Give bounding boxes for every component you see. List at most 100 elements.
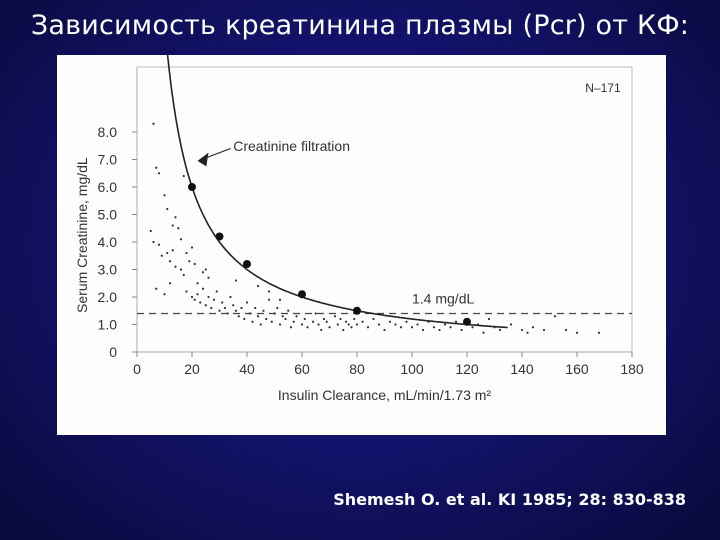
y-tick-label: 5.0 xyxy=(98,207,118,223)
scatter-point xyxy=(166,207,169,211)
scatter-point xyxy=(320,328,323,332)
curve-point xyxy=(215,232,224,241)
curve-point xyxy=(243,260,251,268)
scatter-point xyxy=(207,276,210,279)
threshold-label: 1.4 mg/dL xyxy=(412,291,474,307)
scatter-point xyxy=(163,293,166,296)
scatter-point xyxy=(336,323,339,326)
scatter-point xyxy=(289,326,293,329)
creatinine-chart: 0 20 40 60 80 100 120 140 160 180 0 1.0 2.0 3.0 4.0 5.0… xyxy=(74,55,644,403)
scatter-point xyxy=(347,323,350,326)
scatter-point xyxy=(432,326,436,329)
chart-labels: Insulin Clearance, mL/min/1.73 m² Serum C… xyxy=(74,81,621,403)
scatter-point xyxy=(394,323,397,326)
curve-point xyxy=(188,183,196,191)
scatter-point xyxy=(190,295,194,299)
y-tick-label: 6.0 xyxy=(98,179,118,195)
scatter-point xyxy=(188,260,191,263)
scatter-point xyxy=(185,251,188,255)
scatter-point xyxy=(207,295,210,299)
scatter-point xyxy=(339,317,342,321)
scatter-point xyxy=(243,317,246,321)
scatter-point xyxy=(226,312,229,315)
scatter-point xyxy=(388,320,392,323)
x-tick-label: 60 xyxy=(294,361,310,377)
scatter-point xyxy=(443,323,447,326)
scatter-point xyxy=(166,251,169,255)
scatter-point xyxy=(221,301,224,304)
y-tick-label: 0 xyxy=(109,344,117,360)
scatter-point xyxy=(210,306,213,310)
scatter-point xyxy=(287,309,290,312)
scatter-point xyxy=(344,320,348,323)
scatter-point xyxy=(190,246,194,249)
scatter-point xyxy=(267,290,271,293)
x-tick-label: 140 xyxy=(510,361,534,377)
scatter-point xyxy=(256,284,260,288)
scatter-point xyxy=(471,326,474,329)
scatter-point xyxy=(300,323,304,326)
x-tick-label: 0 xyxy=(133,361,141,377)
curve-point xyxy=(463,317,471,326)
scatter-point xyxy=(350,326,353,329)
scatter-point xyxy=(454,320,458,323)
scatter-point xyxy=(215,290,218,293)
y-tick-label: 1.0 xyxy=(98,317,118,333)
scatter-point xyxy=(256,315,260,318)
scatter-point xyxy=(292,320,295,323)
scatter-point xyxy=(509,323,513,326)
scatter-point xyxy=(168,282,172,285)
scatter-point xyxy=(353,317,356,321)
scatter-point xyxy=(193,262,196,266)
scatter-point xyxy=(185,290,188,293)
scatter-point xyxy=(325,320,328,323)
scatter-point xyxy=(179,268,183,271)
scatter-point xyxy=(229,295,232,299)
scatter-point xyxy=(174,216,177,219)
citation: Shemesh O. et al. KI 1985; 28: 830-838 xyxy=(333,490,686,509)
scatter-point xyxy=(377,323,381,326)
y-tick-label: 3.0 xyxy=(98,262,118,278)
scatter-point xyxy=(157,243,161,246)
slide-title: Зависимость креатинина плазмы (Pcr) от К… xyxy=(30,10,690,41)
scatter-point xyxy=(218,309,221,312)
scatter-point xyxy=(193,298,196,301)
scatter-point xyxy=(267,298,271,301)
scatter-point xyxy=(262,309,265,312)
scatter-point xyxy=(160,254,163,257)
y-axis-label: Serum Creatinine, mg/dL xyxy=(74,157,90,313)
scatter-point xyxy=(284,317,287,321)
x-tick-label: 40 xyxy=(239,361,255,377)
scatter-point xyxy=(179,238,183,241)
figure-panel: 0 20 40 60 80 100 120 140 160 180 0 1.0 2.0 3.0 4.0 5.0… xyxy=(57,55,666,435)
scatter-point xyxy=(155,287,158,290)
sample-size-label: N–171 xyxy=(585,81,621,95)
scatter-point xyxy=(204,304,207,307)
scatter-point xyxy=(399,326,403,329)
scatter-point xyxy=(361,320,364,323)
scatter-point xyxy=(520,328,524,332)
chart-axes: 0 20 40 60 80 100 120 140 160 180 0 1.0 2.0 3.0 4.0 5.0… xyxy=(98,66,644,377)
scatter-point xyxy=(317,323,320,326)
scatter-point xyxy=(152,240,155,244)
scatter-point xyxy=(199,301,202,304)
scatter-point xyxy=(575,331,579,334)
scatter-point xyxy=(482,331,485,334)
scatter-point xyxy=(273,312,276,315)
scatter-point xyxy=(196,282,199,285)
scatter-point xyxy=(276,306,279,310)
y-tick-label: 2.0 xyxy=(98,289,118,305)
scatter-point xyxy=(328,326,331,329)
scatter-point xyxy=(306,326,309,329)
scatter-point xyxy=(597,331,601,334)
scatter-point xyxy=(531,326,535,329)
scatter-point xyxy=(303,317,306,321)
scatter-point xyxy=(177,227,180,230)
x-axis-label: Insulin Clearance, mL/min/1.73 m² xyxy=(278,387,492,403)
scatter-point xyxy=(526,331,529,334)
scatter-point xyxy=(564,328,568,332)
scatter-point xyxy=(204,268,207,271)
y-tick-label: 7.0 xyxy=(98,152,118,168)
scatter-point xyxy=(234,309,238,312)
scatter-point xyxy=(405,320,408,323)
